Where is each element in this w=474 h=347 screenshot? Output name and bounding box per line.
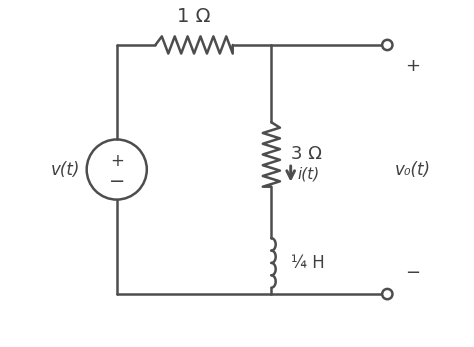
- Text: 3 Ω: 3 Ω: [291, 145, 321, 163]
- Text: 1 Ω: 1 Ω: [177, 7, 211, 26]
- Circle shape: [382, 289, 392, 299]
- Circle shape: [382, 40, 392, 50]
- Text: +: +: [110, 152, 124, 170]
- Text: ¼ H: ¼ H: [291, 254, 324, 272]
- Text: −: −: [406, 264, 420, 282]
- Text: +: +: [406, 58, 420, 75]
- Text: v₀(t): v₀(t): [395, 161, 431, 178]
- Text: −: −: [109, 172, 125, 191]
- Text: i(t): i(t): [297, 166, 319, 181]
- Text: v(t): v(t): [51, 161, 80, 178]
